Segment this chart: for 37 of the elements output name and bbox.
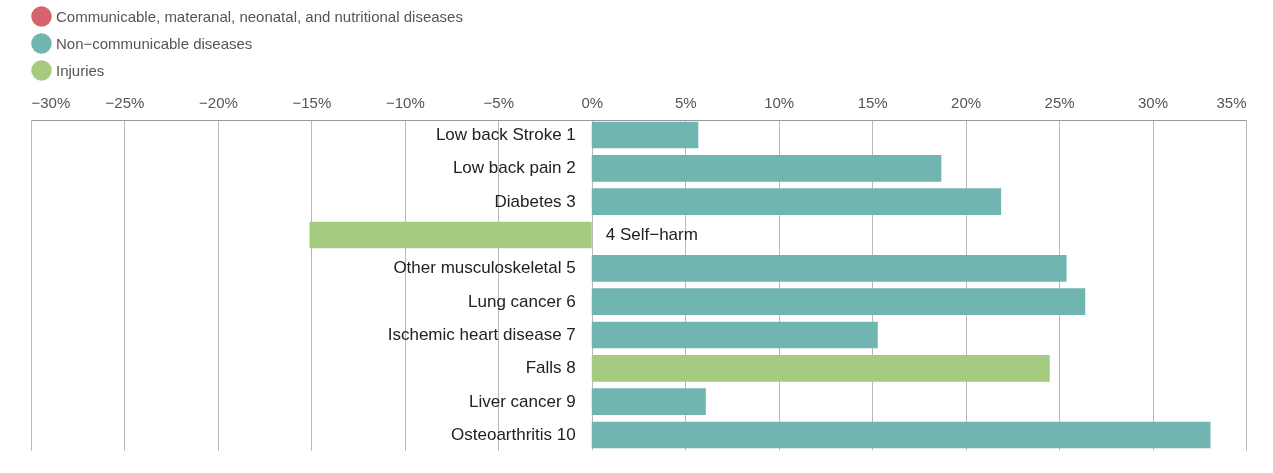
bar [591,121,699,149]
x-tick-label: −30% [31,93,71,111]
y-tick-label: Ischemic heart disease 7 [387,325,576,344]
bar [591,255,1067,282]
x-tick-label: 0% [581,93,604,111]
bar [591,321,878,349]
x-tick-label: 10% [764,93,795,111]
y-tick-label: Falls 8 [525,358,576,378]
y-tick-label: Osteoarthritis 10 [451,425,576,444]
y-tick-label: Other musculoskeletal 5 [393,258,576,278]
bar [591,188,1002,215]
y-tick-label: Liver cancer 9 [468,391,576,411]
legend-label: Non−communicable diseases [56,34,253,52]
legend-label: Injuries [56,61,105,79]
x-tick-label: 30% [1138,93,1169,111]
x-tick-label: −10% [385,93,425,111]
y-tick-label: Low back Stroke 1 [435,125,576,144]
x-tick-label: 35% [1216,93,1247,111]
bar [591,288,1086,315]
bar [591,388,706,415]
y-tick-label: Diabetes 3 [494,191,576,211]
x-tick-label: 25% [1044,93,1075,111]
y-tick-label: Lung cancer 6 [468,291,576,311]
bar [591,155,942,182]
x-tick-label: −20% [199,93,238,111]
legend-label: Communicable, materanal, neonatal, and nutritional diseases [56,7,463,25]
x-tick-label: 15% [857,93,888,111]
y-tick-label: 4 Self−harm [605,225,698,244]
bar [591,421,1211,449]
bar [591,355,1050,382]
x-tick-label: 20% [951,93,982,111]
x-tick-label: −5% [483,93,515,111]
x-tick-label: −25% [105,93,145,111]
bar [309,221,592,249]
x-tick-label: −15% [292,93,332,111]
x-tick-label: 5% [674,93,697,111]
y-tick-label: Low back pain 2 [452,158,576,178]
